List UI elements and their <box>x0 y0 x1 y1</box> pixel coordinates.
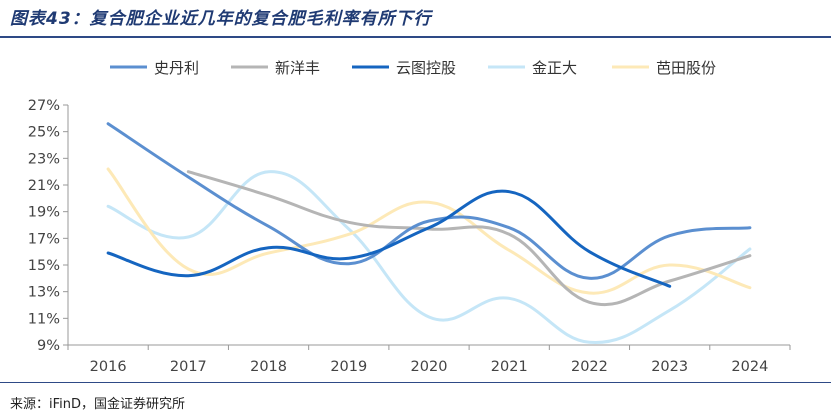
x-tick-label: 2020 <box>411 359 448 375</box>
title-divider <box>0 36 831 38</box>
chart-title: 图表43：复合肥企业近几年的复合肥毛利率有所下行 <box>10 9 432 29</box>
series-line-4 <box>106 170 752 344</box>
x-tick-label: 2024 <box>731 359 768 375</box>
y-tick-label: 21% <box>28 178 60 194</box>
legend: 史丹利 新洋丰 云图控股 金正大 芭田股份 <box>110 59 716 77</box>
y-tick-label: 25% <box>28 125 60 141</box>
y-tick-label: 17% <box>28 231 60 247</box>
x-tick-label: 2023 <box>651 359 688 375</box>
legend-item: 史丹利 <box>110 59 199 77</box>
x-tick-label: 2019 <box>330 359 367 375</box>
y-tick-label: 27% <box>28 98 60 114</box>
legend-label: 史丹利 <box>154 59 199 77</box>
x-tick-label: 2018 <box>250 359 287 375</box>
y-tick-label: 11% <box>28 311 60 327</box>
y-tick-label: 23% <box>28 151 60 167</box>
series-line-3 <box>106 189 672 288</box>
x-tick-label: 2016 <box>90 359 127 375</box>
series-lines <box>106 122 752 344</box>
footer-divider <box>0 382 831 383</box>
legend-label: 金正大 <box>532 59 577 77</box>
legend-label: 云图控股 <box>396 59 456 77</box>
legend-item: 新洋丰 <box>231 59 320 77</box>
source-note: 来源：iFinD，国金证券研究所 <box>10 397 186 412</box>
y-tick-label: 19% <box>28 205 60 221</box>
axes: 9% 11% 13% 15% 17% 19% 21% 23% 25% 27% 2016 2017 201… <box>28 98 791 375</box>
legend-label: 芭田股份 <box>656 59 716 77</box>
series-line-2 <box>186 170 752 307</box>
y-tick-label: 13% <box>28 285 60 301</box>
x-tick-label: 2017 <box>170 359 207 375</box>
x-tick-label: 2022 <box>571 359 608 375</box>
legend-label: 新洋丰 <box>275 59 320 77</box>
y-tick-label: 15% <box>28 258 60 274</box>
legend-item: 云图控股 <box>352 59 456 77</box>
legend-item: 金正大 <box>488 59 577 77</box>
legend-item: 芭田股份 <box>612 59 716 77</box>
series-line-1 <box>106 122 752 280</box>
y-tick-label: 9% <box>37 338 60 354</box>
x-tick-label: 2021 <box>491 359 528 375</box>
